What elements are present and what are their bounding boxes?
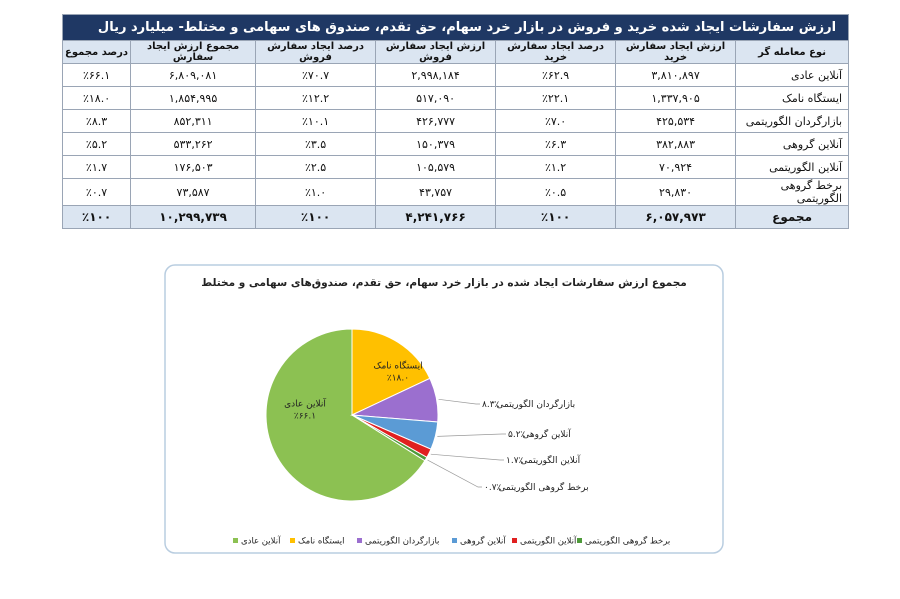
label-value: ٪۵.۲ <box>508 430 526 440</box>
table-cell: ٪۶۲.۹ <box>495 63 617 87</box>
table-row: بازارگردان الگوریتمی ۴۲۵,۵۳۴ ٪۷.۰ ۴۲۶,۷۷۷ ٪۱… <box>61 109 850 133</box>
chart-title: مجموع ارزش سفارشات ایجاد شده در بازار خر… <box>201 277 687 289</box>
table-row: ایستگاه نامک ۱,۳۳۷,۹۰۵ ٪۲۲.۱ ۵۱۷,۰۹۰ ٪۱۲.۲ ۱,… <box>61 86 850 110</box>
table-cell: ٪۰.۷ <box>61 178 132 206</box>
column-header: مجموع ارزش ایجاد سفارش <box>130 40 257 64</box>
table-cell: ۷۰,۹۲۴ <box>615 155 737 179</box>
total-cell: مجموع <box>735 205 850 229</box>
leader-line <box>437 433 506 437</box>
label-category: بازارگردان الگوریتمی <box>496 398 575 410</box>
total-cell: ٪۱۰۰ <box>255 205 377 229</box>
title-row: ارزش سفارشات ایجاد شده خرید و فروش در با… <box>61 14 850 41</box>
total-cell: ۶,۰۵۷,۹۷۳ <box>615 205 737 229</box>
table-cell: ٪۷.۰ <box>495 109 617 133</box>
table-cell: ٪۲۲.۱ <box>495 86 617 110</box>
chart-frame <box>164 264 724 554</box>
column-header: نوع معامله گر <box>735 40 850 64</box>
label-category: برخط گروهی الگوریتمی <box>498 481 588 493</box>
table-cell: ٪۱۰.۱ <box>255 109 377 133</box>
legend-swatch <box>512 538 517 543</box>
column-header: ارزش ایجاد سفارش خرید <box>615 40 737 64</box>
table-title: ارزش سفارشات ایجاد شده خرید و فروش در با… <box>61 14 850 41</box>
data-label: برخط گروهی الگوریتمی٪۰.۷ <box>484 481 589 493</box>
table-cell: ۶,۸۰۹,۰۸۱ <box>130 63 257 87</box>
table-cell: ۸۵۲,۳۱۱ <box>130 109 257 133</box>
table-cell: آنلاین الگوریتمی <box>735 155 850 179</box>
data-label-category: آنلاین عادی <box>284 398 326 410</box>
legend-swatch <box>577 538 582 543</box>
data-label: بازارگردان الگوریتمی٪۸.۳ <box>482 398 575 410</box>
legend-label: آنلاین گروهی <box>460 535 506 547</box>
leader-line <box>430 453 504 461</box>
column-header: درصد مجموع <box>61 40 132 64</box>
pie-slice <box>351 414 428 462</box>
label-value: ٪۰.۷ <box>484 483 502 493</box>
table-cell: ۱,۸۵۴,۹۹۵ <box>130 86 257 110</box>
label-category: آنلاین الگوریتمی <box>520 454 580 466</box>
total-cell: ٪۱۰۰ <box>61 205 132 229</box>
table-row: برخط گروهی الگوریتمی ۲۹,۸۳۰ ٪۰.۵ ۴۳,۷۵۷ ٪۱.۰… <box>61 178 850 206</box>
pie-slice <box>265 328 426 502</box>
table-row: آنلاین گروهی ۳۸۲,۸۸۳ ٪۶.۳ ۱۵۰,۳۷۹ ٪۳.۵ ۵۳۳,۲۶… <box>61 132 850 156</box>
data-label: آنلاین گروهی٪۵.۲ <box>508 428 571 440</box>
table-cell: ۴۳,۷۵۷ <box>375 178 497 206</box>
table-cell: ۵۳۳,۲۶۲ <box>130 132 257 156</box>
table-cell: ٪۸.۳ <box>61 109 132 133</box>
column-header: ارزش ایجاد سفارش فروش <box>375 40 497 64</box>
total-row: مجموع ۶,۰۵۷,۹۷۳ ٪۱۰۰ ۴,۲۴۱,۷۶۶ ٪۱۰۰ ۱۰,۲۹۹,۷۳… <box>61 205 850 229</box>
table-cell: بازارگردان الگوریتمی <box>735 109 850 133</box>
total-cell: ۱۰,۲۹۹,۷۳۹ <box>130 205 257 229</box>
legend-swatch <box>452 538 457 543</box>
data-label-value: ٪۶۶.۱ <box>294 412 316 422</box>
table-cell: ۲,۹۹۸,۱۸۴ <box>375 63 497 87</box>
table-cell: ۱۵۰,۳۷۹ <box>375 132 497 156</box>
table-cell: ٪۱.۰ <box>255 178 377 206</box>
total-cell: ٪۱۰۰ <box>495 205 617 229</box>
legend-label: بازارگردان الگوریتمی <box>365 536 439 547</box>
table-row: آنلاین عادی ۳,۸۱۰,۸۹۷ ٪۶۲.۹ ۲,۹۹۸,۱۸۴ ٪۷۰.۷ ۶… <box>61 63 850 87</box>
total-cell: ۴,۲۴۱,۷۶۶ <box>375 205 497 229</box>
legend-label: برخط گروهی الگوریتمی <box>585 536 670 547</box>
table-cell: برخط گروهی الگوریتمی <box>735 178 850 206</box>
table-cell: آنلاین گروهی <box>735 132 850 156</box>
legend-label: آنلاین الگوریتمی <box>520 535 577 547</box>
table-cell: ٪۰.۵ <box>495 178 617 206</box>
table-cell: ۳۸۲,۸۸۳ <box>615 132 737 156</box>
table-cell: ٪۱۲.۲ <box>255 86 377 110</box>
legend-swatch <box>357 538 362 543</box>
legend-label: ایستگاه نامک <box>298 536 344 547</box>
label-value: ٪۱.۷ <box>506 456 524 466</box>
table-cell: ٪۶.۳ <box>495 132 617 156</box>
label-value: ٪۸.۳ <box>482 400 500 410</box>
table-cell: ٪۷۰.۷ <box>255 63 377 87</box>
legend-swatch <box>290 538 295 543</box>
label-category: آنلاین گروهی <box>522 428 571 440</box>
legend-label: آنلاین عادی <box>241 535 281 547</box>
table-cell: ۱,۳۳۷,۹۰۵ <box>615 86 737 110</box>
table-cell: آنلاین عادی <box>735 63 850 87</box>
table-cell: ۴۲۶,۷۷۷ <box>375 109 497 133</box>
data-table: ارزش سفارشات ایجاد شده خرید و فروش در با… <box>61 14 850 229</box>
pie-slice <box>351 328 431 416</box>
leader-line <box>427 459 482 488</box>
legend-swatch <box>233 538 238 543</box>
data-label-category: ایستگاه نامک <box>373 360 422 372</box>
leader-line <box>438 398 480 405</box>
data-label: آنلاین الگوریتمی٪۱.۷ <box>506 454 581 466</box>
data-label-value: ٪۱۸.۰ <box>387 374 409 384</box>
